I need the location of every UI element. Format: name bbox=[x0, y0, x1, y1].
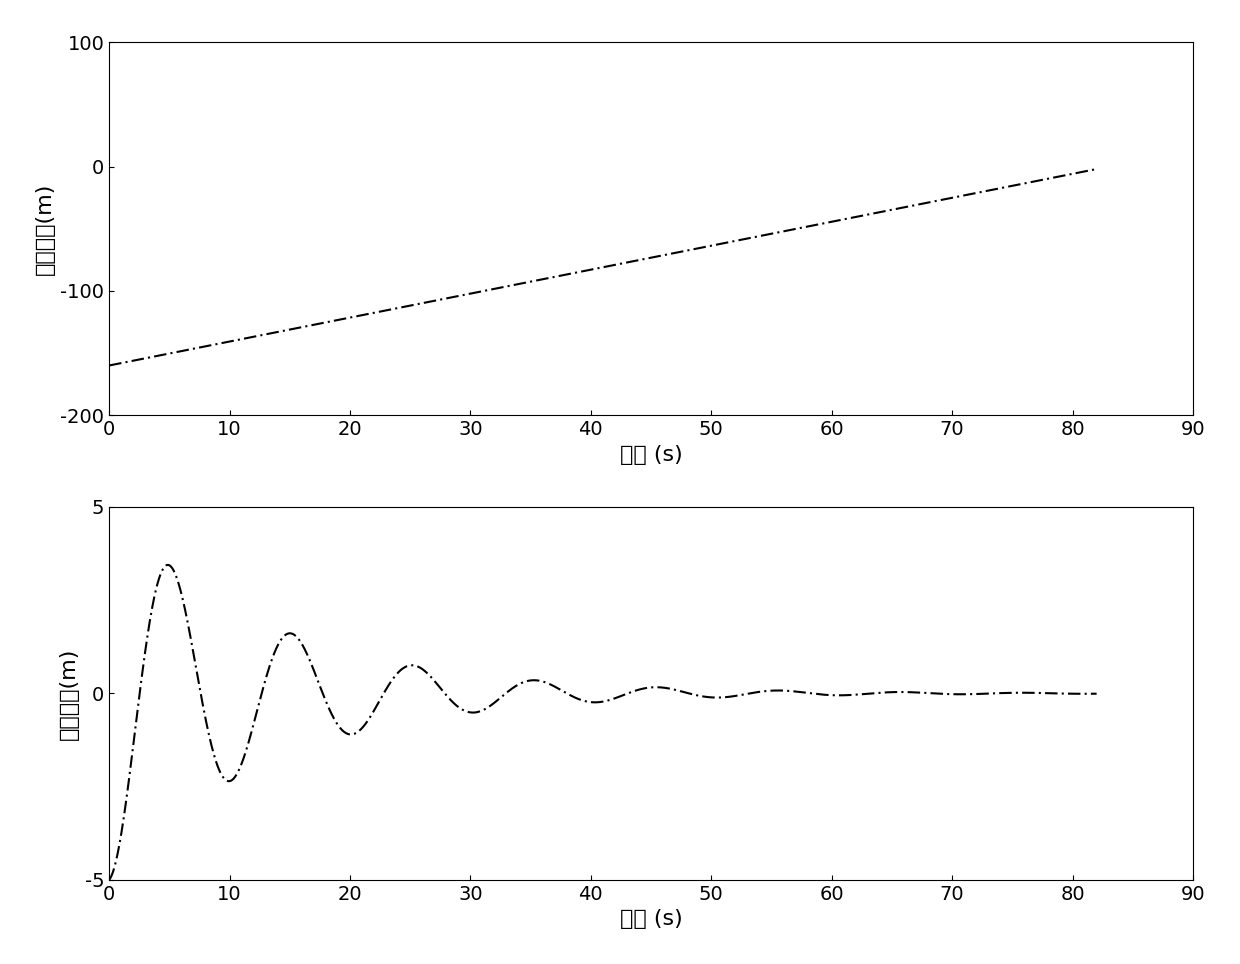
Y-axis label: 侧向误差(m): 侧向误差(m) bbox=[60, 647, 79, 739]
X-axis label: 时间 (s): 时间 (s) bbox=[620, 444, 682, 465]
Y-axis label: 侧向轨迹(m): 侧向轨迹(m) bbox=[35, 182, 55, 275]
X-axis label: 时间 (s): 时间 (s) bbox=[620, 909, 682, 929]
